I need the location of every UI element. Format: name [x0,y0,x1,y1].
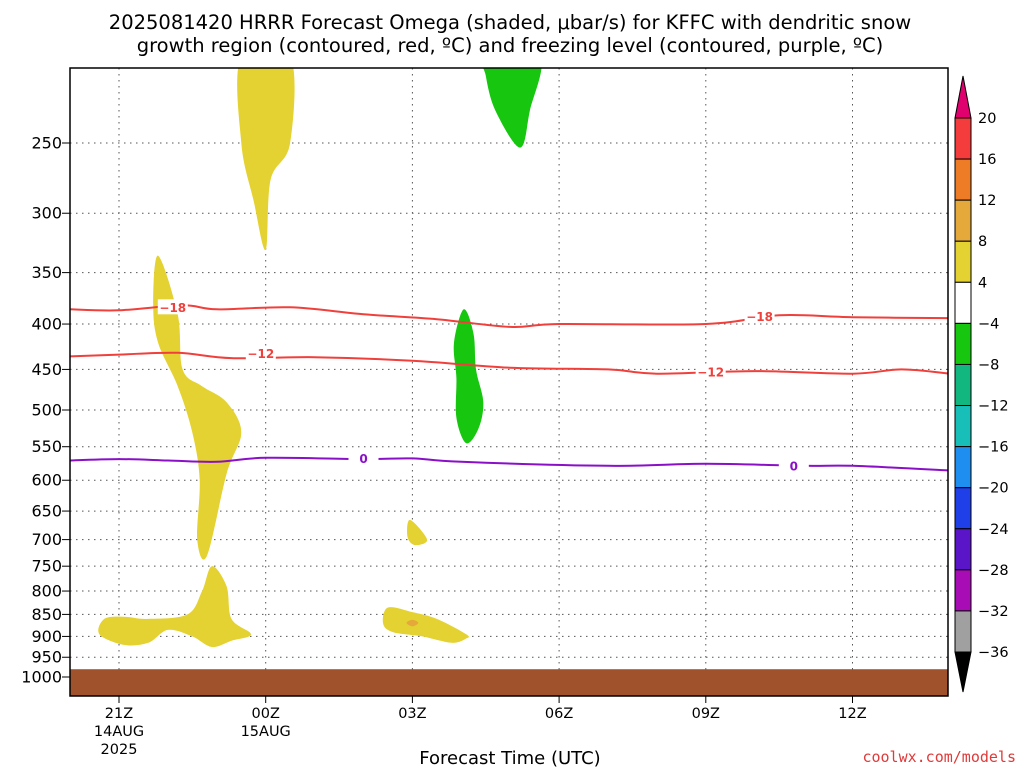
contour-label-bg-minus18-0 [157,299,188,315]
chart-title-line1: 2025081420 HRRR Forecast Omega (shaded, … [109,11,911,34]
contour-label-bg-minus18-1 [744,308,775,324]
colorbar-label-7: −12 [978,399,1009,415]
y-axis: 250 300 350 400 450 500 550 600 650 700 750 800 850 9… [21,134,70,687]
omega-region-yellow-lower [98,566,251,648]
colorbar-bottom-arrow [954,651,972,693]
y-tick-label-500: 500 [31,401,62,420]
plot-frame [69,67,949,697]
colorbar-bin-2 [954,199,972,242]
ground-below-surface [70,669,948,696]
omega-region-yellow-upper [237,68,295,250]
y-tick-label-300: 300 [31,204,62,223]
chart-title-line2: growth region (contoured, red, ºC) and f… [137,34,884,57]
y-tick-label-700: 700 [31,530,62,549]
colorbar-label-11: −28 [978,563,1009,579]
colorbar-bin-10 [954,528,972,571]
colorbar-label-0: 20 [978,111,996,127]
x-tick-label-21Z: 21Z [105,706,133,722]
colorbar-label-4: 4 [978,275,987,291]
omega-region-green-upper [483,68,542,148]
y-tick-label-550: 550 [31,437,62,456]
contour-label-minus12-0: −12 [247,347,274,361]
colorbar-label-2: 12 [978,193,996,209]
x-tick-label-06Z: 06Z [545,706,573,722]
x-tick-label-09Z: 09Z [692,706,720,722]
contour-label-zero-1: 0 [790,459,798,473]
contour-label-minus18-0: −18 [159,301,186,315]
colorbar-label-10: −24 [978,522,1009,538]
colorbar-bin-8 [954,446,972,489]
y-tick-label-750: 750 [31,557,62,576]
colorbar-bin-9 [954,487,972,530]
omega-region-yellow-column [153,255,242,560]
x-tick-year-21Z: 2025 [101,742,138,758]
colorbar-label-5: −4 [978,316,999,332]
colorbar-bin-12 [954,610,972,653]
y-tick-label-800: 800 [31,582,62,601]
contour-label-bg-zero-1 [778,457,809,473]
y-tick-label-850: 850 [31,605,62,624]
contour-label-minus18-1: −18 [746,310,773,324]
x-tick-label-12Z: 12Z [838,706,866,722]
colorbar-bin-5 [954,322,972,365]
colorbar-bin-11 [954,569,972,612]
colorbar-label-3: 8 [978,234,987,250]
y-tick-label-900: 900 [31,627,62,646]
y-tick-label-400: 400 [31,315,62,334]
colorbar-bin-7 [954,405,972,448]
x-tick-date-00Z: 15AUG [241,724,291,740]
x-tick-date-21Z: 14AUG [94,724,144,740]
colorbar-bin-0 [954,117,972,160]
colorbar-label-13: −36 [978,645,1009,661]
credit-text: coolwx.com/models [862,748,1016,766]
colorbar-label-9: −20 [978,481,1009,497]
contour-label-bg-minus12-1 [695,363,726,379]
contour-label-zero-0: 0 [359,452,367,466]
contour-label-minus12-1: −12 [697,365,724,379]
plot-clip-group: −18 −18 −12 −12 0 0 [70,68,948,696]
y-tick-label-450: 450 [31,360,62,379]
x-tick-label-00Z: 00Z [252,706,280,722]
x-axis: 21Z 14AUG 2025 00Z 15AUG 03Z 06Z 09Z 12Z [94,696,867,758]
colorbar-bin-1 [954,158,972,201]
colorbar: 20 16 12 8 4 −4 −8 −12 −16 −20 −24 −28 −32 −36 [954,75,1009,693]
x-tick-label-03Z: 03Z [398,706,426,722]
colorbar-bin-4 [954,281,972,324]
colorbar-bin-3 [954,240,972,283]
omega-region-yellow-03z [382,607,470,643]
contour-line-minus12 [70,351,948,375]
omega-region-orange-spot [406,619,419,627]
contour-line-minus18 [70,304,948,329]
y-tick-label-1000: 1000 [21,668,62,687]
y-tick-label-650: 650 [31,502,62,521]
contour-label-bg-zero-0 [348,450,379,466]
colorbar-label-12: −32 [978,604,1009,620]
omega-region-green-mid [453,309,484,444]
x-axis-label: Forecast Time (UTC) [419,748,600,768]
colorbar-label-6: −8 [978,357,999,373]
y-tick-label-250: 250 [31,134,62,153]
y-tick-label-350: 350 [31,263,62,282]
colorbar-top-arrow [954,75,972,119]
contour-label-bg-minus12-0 [245,345,276,361]
omega-region-yellow-small-700 [407,519,428,546]
y-tick-label-950: 950 [31,648,62,667]
colorbar-label-8: −16 [978,440,1009,456]
colorbar-bin-6 [954,363,972,407]
y-tick-label-600: 600 [31,471,62,490]
colorbar-label-1: 16 [978,152,996,168]
plot-area: −18 −18 −12 −12 0 0 [69,67,949,697]
